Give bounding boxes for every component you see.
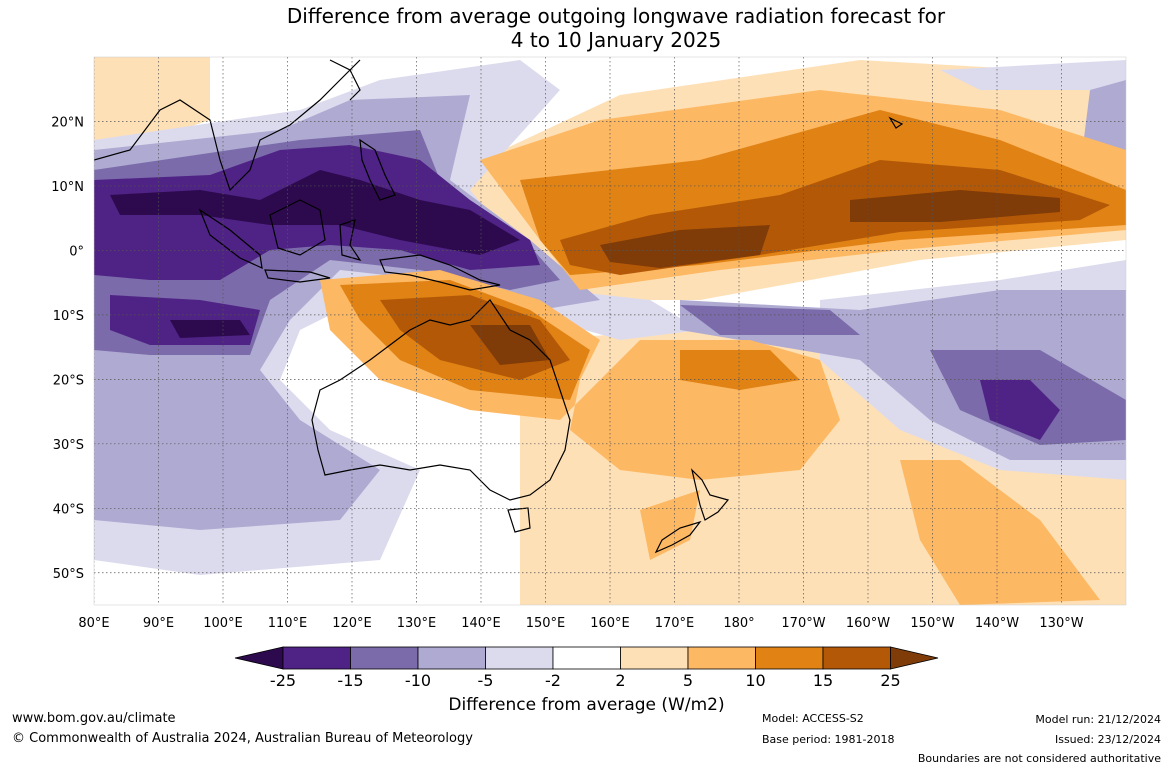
colorbar-swatch [485, 646, 554, 670]
colorbar-tick-label: -15 [337, 671, 363, 690]
colorbar-tick-label: 5 [683, 671, 693, 690]
longitude-label: 140°W [975, 616, 1019, 631]
sulawesi-coastline [339, 219, 362, 262]
longitude-label: 130°W [1039, 616, 1083, 631]
latitude-label: 10°N [51, 180, 84, 195]
colorbar-swatch [620, 646, 689, 670]
colorbar-swatch [350, 646, 419, 670]
anomaly-region-moderate-positive [900, 460, 1100, 605]
title-line-2: 4 to 10 January 2025 [510, 28, 722, 52]
anomaly-region-very-strong-negative [980, 380, 1060, 440]
latitude-label: 20°S [53, 373, 84, 388]
colorbar-tick-labels: -25 -15 -10 -5 -2 2 5 10 15 25 [270, 671, 901, 690]
longitude-label: 150°W [910, 616, 954, 631]
colorbar-swatch [687, 646, 756, 670]
anomaly-region-extreme-negative [110, 170, 520, 255]
colorbar-swatch [822, 646, 891, 670]
colorbar [234, 646, 939, 670]
latitude-label: 10°S [53, 309, 84, 324]
anomaly-region-strong-positive [680, 350, 800, 390]
anomaly-region-extreme-positive [470, 325, 550, 365]
olr-anomaly-field [94, 57, 1126, 605]
longitude-label: 160°E [590, 616, 630, 631]
java-coastline [264, 269, 331, 283]
colorbar-swatch [552, 646, 621, 670]
colorbar-tick-label: -25 [270, 671, 296, 690]
colorbar-tick-label: 25 [880, 671, 900, 690]
longitude-label: 100°E [203, 616, 243, 631]
title-line-1: Difference from average outgoing longwav… [286, 4, 946, 28]
footer-model-run: Model run: 21/12/2024 [1035, 713, 1161, 726]
colorbar-tick-label: -2 [545, 671, 561, 690]
colorbar-tick-label: 10 [745, 671, 765, 690]
footer-issued: Issued: 23/12/2024 [1054, 733, 1161, 746]
footer-url[interactable]: www.bom.gov.au/climate [12, 711, 176, 726]
borneo-coastline [269, 199, 326, 256]
colorbar-tick-label: -10 [405, 671, 431, 690]
latitude-label: 20°N [51, 115, 84, 130]
map-frame [93, 56, 1127, 606]
anomaly-region-extreme-negative [170, 320, 250, 338]
footer-boundaries: Boundaries are not considered authoritat… [917, 752, 1161, 765]
longitude-label: 170°E [655, 616, 695, 631]
longitude-label: 150°E [526, 616, 566, 631]
anomaly-region-moderate-positive [640, 490, 700, 560]
longitude-label: 170°W [781, 616, 825, 631]
longitude-label: 180° [723, 616, 754, 631]
latitude-labels: 20°N 10°N 0° 10°S 20°S 30°S 40°S 50°S [51, 115, 84, 581]
anomaly-region-strong-negative [680, 305, 860, 335]
colorbar-swatch [282, 646, 351, 670]
longitude-label: 120°E [332, 616, 372, 631]
coastlines [94, 59, 904, 554]
colorbar-label: Difference from average (W/m2) [448, 695, 725, 715]
anomaly-region-light-positive [94, 57, 210, 140]
longitude-label: 90°E [143, 616, 174, 631]
latitude-label: 30°S [53, 438, 84, 453]
new-guinea-coastline [379, 254, 501, 291]
colorbar-extend-low [234, 646, 284, 670]
anomaly-region-extreme-positive [850, 190, 1060, 222]
footer-base-period: Base period: 1981-2018 [762, 733, 895, 746]
longitude-labels: 80°E 90°E 100°E 110°E 120°E 130°E 140°E 150°E 16… [78, 616, 1083, 631]
colorbar-extend-high [890, 646, 939, 670]
colorbar-tick-label: 2 [615, 671, 625, 690]
chart-title: Difference from average outgoing longwav… [0, 4, 1173, 52]
longitude-label: 130°E [397, 616, 437, 631]
australia-coastline [311, 299, 571, 501]
colorbar-swatch [417, 646, 486, 670]
graticule [94, 57, 1126, 605]
philippines-coastline [359, 138, 396, 201]
longitude-label: 80°E [78, 616, 109, 631]
latitude-label: 40°S [53, 502, 84, 517]
colorbar-swatch [755, 646, 824, 670]
latitude-label: 0° [69, 244, 84, 259]
japan-coastline [329, 59, 361, 101]
sumatra-coastline [198, 208, 263, 270]
latitude-label: 50°S [53, 567, 84, 582]
asia-mainland-coastline [94, 59, 361, 192]
new-zealand-south-coastline [654, 520, 702, 554]
longitude-label: 110°E [268, 616, 308, 631]
footer-copyright: © Commonwealth of Australia 2024, Austra… [12, 731, 473, 746]
hawaii-coastline [888, 116, 904, 129]
tasmania-coastline [507, 507, 531, 533]
longitude-label: 160°W [846, 616, 890, 631]
anomaly-region-light-negative [940, 60, 1126, 90]
colorbar-tick-label: 15 [813, 671, 833, 690]
colorbar-tick-label: -5 [478, 671, 494, 690]
longitude-label: 140°E [461, 616, 501, 631]
anomaly-region-extreme-positive [600, 225, 770, 268]
new-zealand-north-coastline [690, 468, 730, 521]
footer-model: Model: ACCESS-S2 [762, 712, 864, 725]
